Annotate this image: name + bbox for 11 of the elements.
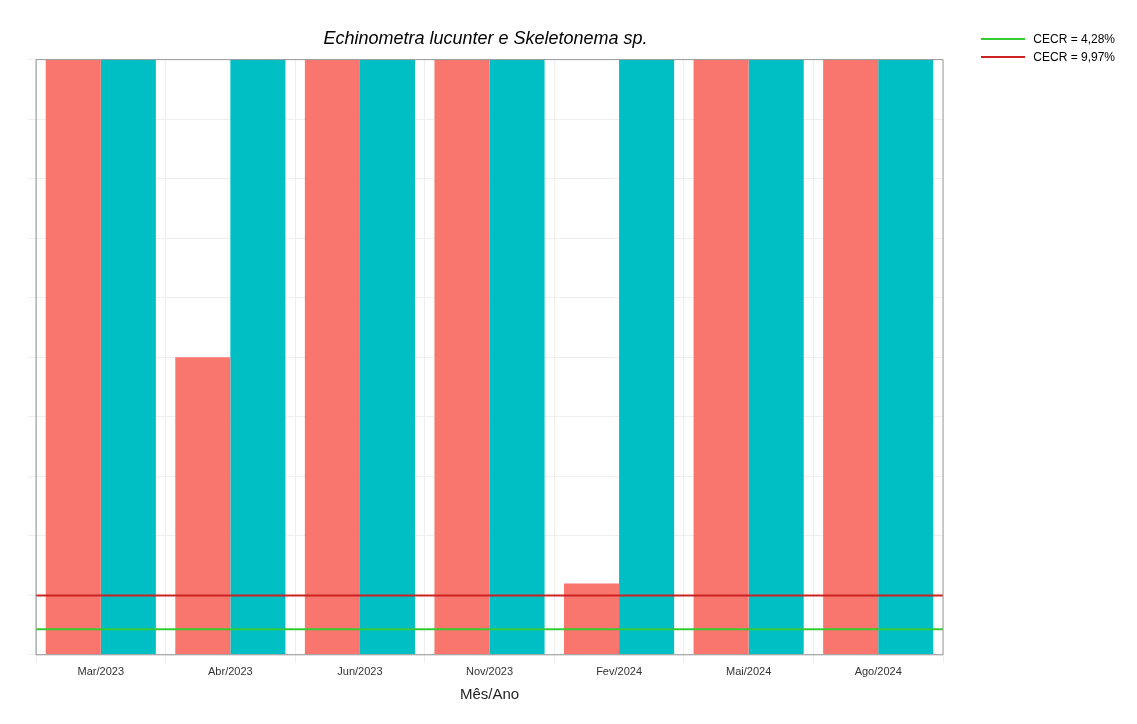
x-axis-title: Mês/Ano xyxy=(459,685,520,703)
x-tick-label: Jun/2023 xyxy=(337,665,383,678)
x-tick-label: Ago/2024 xyxy=(854,665,902,678)
chart-title: Echinometra lucunter e Skeletonema sp. xyxy=(323,27,648,48)
x-tick-label: Abr/2023 xyxy=(208,665,253,678)
x-tick-label: Mar/2023 xyxy=(77,665,125,678)
x-tick-label: Mai/2024 xyxy=(726,665,772,678)
x-tick-label: Fev/2024 xyxy=(596,665,643,678)
legend-label: CECR = 4,28% xyxy=(1033,32,1115,46)
x-tick-label: Nov/2023 xyxy=(465,665,514,678)
legend-label: CECR = 9,97% xyxy=(1033,50,1115,64)
